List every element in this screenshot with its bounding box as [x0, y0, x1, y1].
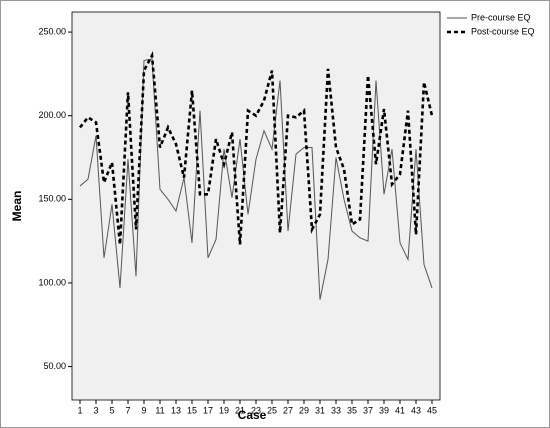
x-tick-label: 27	[283, 405, 293, 415]
x-tick-label: 29	[299, 405, 309, 415]
x-tick-label: 11	[155, 405, 164, 415]
x-tick-label: 25	[267, 405, 277, 415]
x-tick-label: 35	[347, 405, 357, 415]
x-axis-title: Case	[238, 408, 267, 422]
y-axis-title: Mean	[10, 191, 24, 222]
x-tick-label: 7	[125, 405, 130, 415]
x-tick-label: 37	[363, 405, 373, 415]
x-tick-label: 45	[427, 405, 437, 415]
x-tick-label: 23	[251, 405, 261, 415]
x-tick-label: 3	[93, 405, 98, 415]
x-tick-label: 1	[77, 405, 82, 415]
x-tick-label: 17	[203, 405, 213, 415]
legend-label: Post-course EQ	[471, 26, 535, 36]
y-tick-label: 250.00	[38, 26, 66, 36]
x-tick-label: 13	[171, 405, 181, 415]
y-tick-label: 100.00	[38, 277, 66, 287]
x-tick-label: 5	[109, 405, 114, 415]
x-tick-label: 19	[219, 405, 229, 415]
x-tick-label: 21	[235, 405, 245, 415]
x-tick-label: 41	[395, 405, 405, 415]
x-tick-label: 39	[379, 405, 389, 415]
x-tick-label: 9	[141, 405, 146, 415]
x-tick-label: 15	[187, 405, 197, 415]
legend-label: Pre-course EQ	[471, 12, 531, 22]
y-tick-label: 200.00	[38, 110, 66, 120]
x-tick-label: 43	[411, 405, 421, 415]
series-line	[78, 50, 434, 245]
y-tick-label: 150.00	[38, 194, 66, 204]
y-tick-label: 50.00	[43, 361, 66, 371]
x-tick-label: 33	[331, 405, 341, 415]
plot-area	[71, 11, 441, 401]
x-tick-label: 31	[315, 405, 325, 415]
